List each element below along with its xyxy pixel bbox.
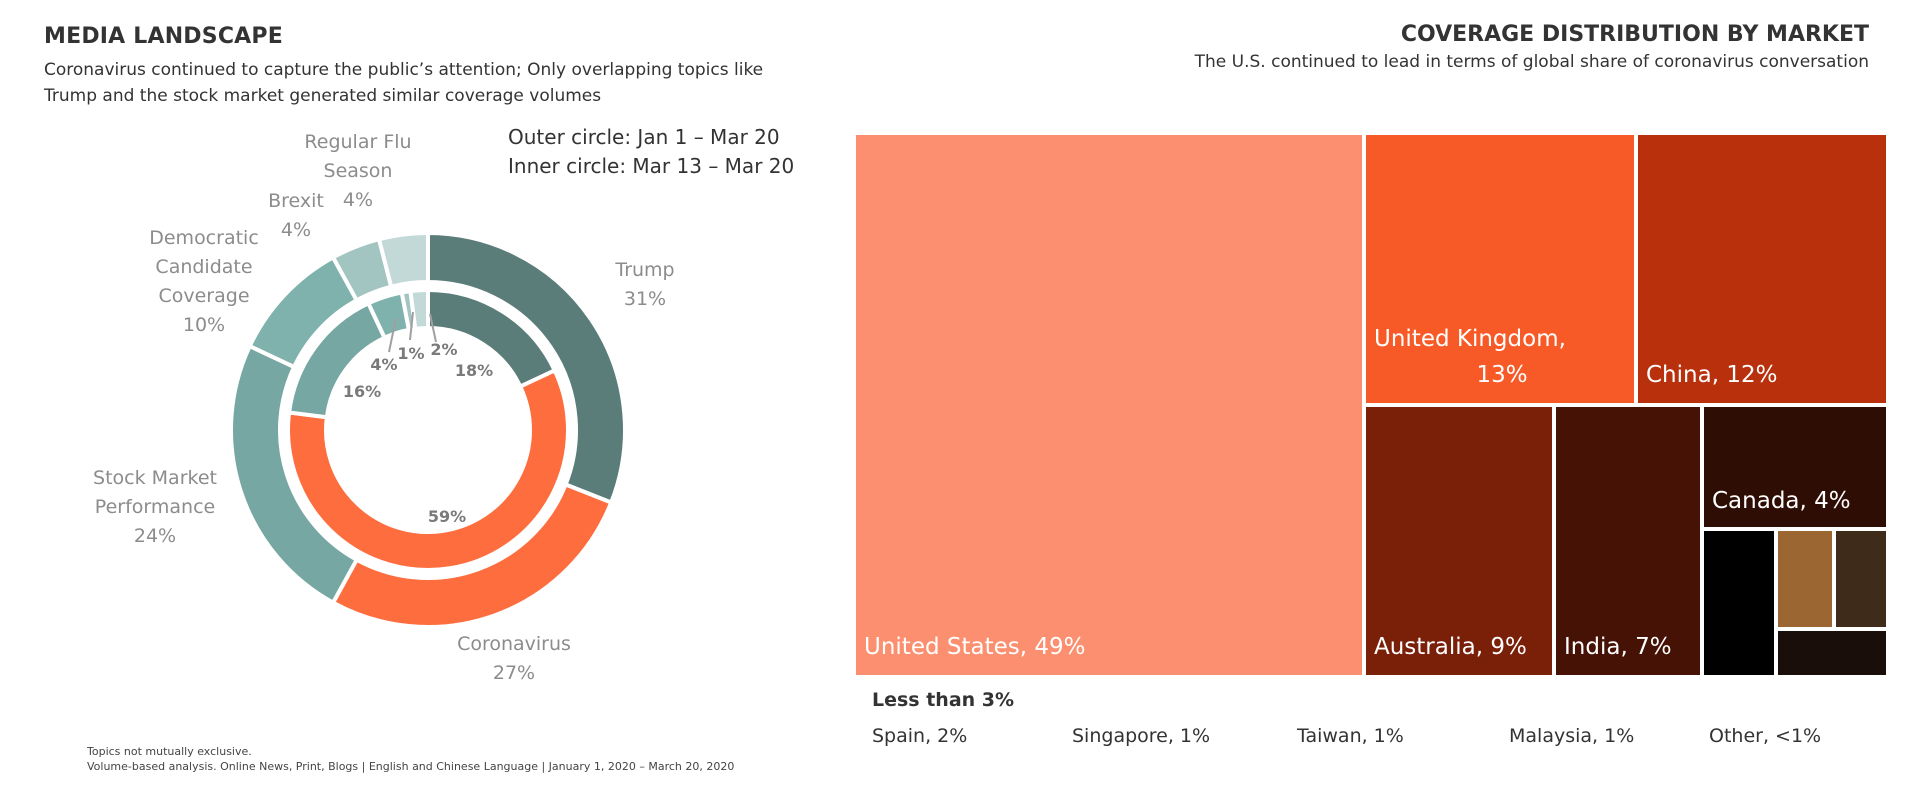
- footnote-method: Volume-based analysis. Online News, Prin…: [87, 760, 735, 773]
- outer-label-democratic-candidate-coverage: Democratic Candidate Coverage 10%: [149, 227, 259, 336]
- inner-label-stock-market-performance: 16%: [343, 382, 381, 401]
- tile-label: United States, 49%: [864, 634, 1086, 660]
- tile-malaysia: [1776, 629, 1888, 677]
- small-market-malaysia: Malaysia, 1%: [1509, 725, 1635, 747]
- outer-label-regular-flu-season: Regular Flu Season 4%: [304, 131, 411, 211]
- leader-line: [388, 317, 397, 353]
- market-treemap: United States, 49% United Kingdom, 13% Chin…: [854, 133, 1888, 677]
- inner-label-regular-flu-season: 2%: [430, 340, 457, 359]
- outer-label-stock-market-performance: Stock Market Performance 24%: [93, 467, 217, 547]
- inner-label-brexit: 1%: [397, 344, 424, 363]
- tile-label: United Kingdom, 13%: [1374, 326, 1566, 388]
- tile-label: China, 12%: [1646, 362, 1778, 388]
- inner-circle-note: Inner circle: Mar 13 – Mar 20: [508, 154, 795, 178]
- circle-legend-note: Outer circle: Jan 1 – Mar 20 Inner circl…: [508, 123, 794, 181]
- topic-donut-chart: Trump 31% Coronavirus 27% Stock Market Perfor…: [93, 131, 675, 684]
- small-market-other: Other, <1%: [1709, 725, 1822, 747]
- inner-slice-coronavirus: [286, 367, 570, 572]
- coverage-subtitle: The U.S. continued to lead in terms of g…: [1194, 52, 1869, 72]
- tile-label: India, 7%: [1564, 634, 1672, 660]
- tile-spain: [1702, 529, 1776, 677]
- outer-label-coronavirus: Coronavirus 27%: [457, 633, 571, 684]
- leader-line: [409, 311, 414, 341]
- tile-united-kingdom: United Kingdom, 13%: [1364, 133, 1636, 405]
- outer-slice-regular-flu-season: [376, 230, 430, 290]
- outer-circle-note: Outer circle: Jan 1 – Mar 20: [508, 125, 780, 149]
- tile-canada: Canada, 4%: [1702, 405, 1888, 529]
- leader-line: [429, 313, 437, 343]
- subtitle-line-1: Coronavirus continued to capture the pub…: [44, 60, 764, 80]
- outer-label-trump: Trump 31%: [614, 259, 674, 310]
- inner-slice-regular-flu-season: [408, 287, 430, 332]
- tile-united-states: United States, 49%: [854, 133, 1364, 677]
- small-market-spain: Spain, 2%: [872, 725, 968, 747]
- media-landscape-subtitle: Coronavirus continued to capture the pub…: [44, 57, 804, 109]
- inner-label-democratic-candidate-coverage: 4%: [370, 355, 397, 374]
- tile-australia: Australia, 9%: [1364, 405, 1554, 677]
- tile-label: Australia, 9%: [1374, 634, 1527, 660]
- tile-label: Canada, 4%: [1712, 488, 1851, 514]
- inner-label-trump: 18%: [455, 361, 493, 380]
- less-than-3-title: Less than 3%: [872, 689, 1015, 711]
- tile-singapore: [1776, 529, 1834, 629]
- footnote-topics: Topics not mutually exclusive.: [87, 745, 252, 758]
- small-market-taiwan: Taiwan, 1%: [1297, 725, 1404, 747]
- tile-taiwan: [1834, 529, 1888, 629]
- outer-label-brexit: Brexit 4%: [268, 190, 324, 241]
- inner-label-coronavirus: 59%: [428, 507, 466, 526]
- media-landscape-title: MEDIA LANDSCAPE: [44, 24, 283, 49]
- tile-china: China, 12%: [1636, 133, 1888, 405]
- subtitle-line-2: Trump and the stock market generated sim…: [44, 86, 602, 106]
- tile-india: India, 7%: [1554, 405, 1702, 677]
- coverage-title: COVERAGE DISTRIBUTION BY MARKET: [1400, 22, 1869, 47]
- small-market-singapore: Singapore, 1%: [1072, 725, 1211, 747]
